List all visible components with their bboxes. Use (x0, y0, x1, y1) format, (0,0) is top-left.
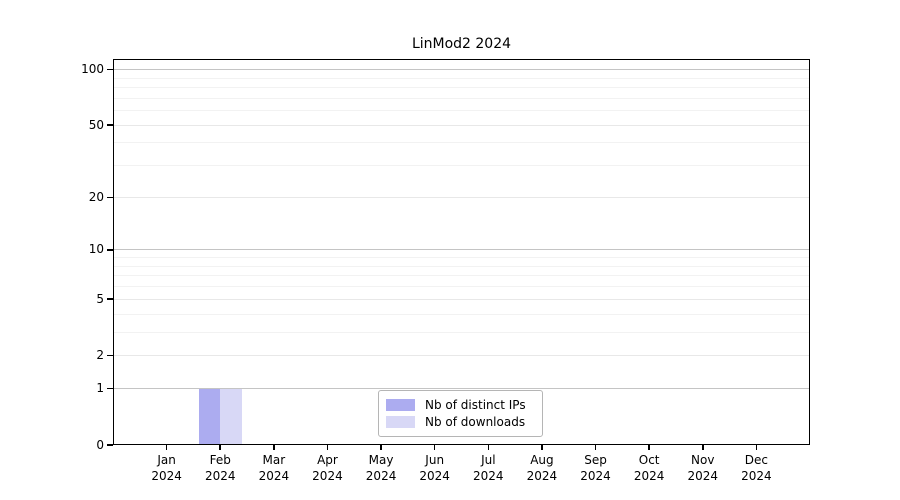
y-tick-label: 100 (81, 62, 104, 77)
y-tick-label: 2 (96, 348, 104, 363)
x-tick-year: 2024 (258, 469, 290, 483)
x-tick-label: Apr 2024 (301, 452, 355, 484)
legend-label: Nb of distinct IPs (425, 397, 526, 412)
x-tick-mark (326, 445, 329, 450)
legend: Nb of distinct IPs Nb of downloads (378, 390, 543, 437)
x-tick-month: Mar (262, 453, 286, 467)
x-tick-label: Sep 2024 (569, 452, 623, 484)
x-tick-year: 2024 (365, 469, 397, 483)
y-tick-label: 0 (96, 437, 104, 452)
y-gridline (113, 388, 810, 390)
y-tick-label: 1 (96, 381, 104, 396)
x-tick-month: Sep (584, 453, 607, 467)
x-tick-label: Jan 2024 (140, 452, 194, 484)
x-tick-year: 2024 (580, 469, 611, 483)
y-gridline-minor (113, 331, 810, 333)
x-tick-mark (433, 445, 436, 450)
y-tick-mark (107, 298, 113, 300)
y-tick-mark (107, 68, 113, 71)
y-tick-label: 20 (88, 189, 104, 204)
x-tick-month: Aug (530, 453, 554, 467)
x-tick-year: 2024 (419, 469, 450, 483)
x-tick-label: Jun 2024 (408, 452, 462, 484)
y-tick-label: 50 (88, 117, 104, 132)
y-gridline (113, 196, 810, 198)
y-gridline-minor (113, 286, 810, 288)
legend-swatch-distinct-ips (386, 398, 415, 411)
x-tick-mark (541, 445, 543, 450)
x-tick-month: Feb (209, 453, 231, 467)
x-tick-year: 2024 (526, 469, 558, 483)
y-gridline (113, 298, 810, 300)
x-tick-mark (755, 445, 758, 450)
x-tick-month: Nov (691, 453, 715, 467)
x-tick-year: 2024 (741, 469, 772, 483)
y-tick-mark (107, 249, 113, 251)
x-tick-label: Nov 2024 (676, 452, 730, 484)
x-tick-mark (273, 445, 275, 450)
legend-item: Nb of downloads (386, 414, 535, 432)
y-tick-mark (107, 444, 113, 446)
y-gridline-minor (113, 77, 810, 79)
y-tick-mark (107, 387, 113, 390)
x-tick-label: Dec 2024 (730, 452, 784, 484)
y-gridline (113, 249, 810, 251)
x-tick-year: 2024 (204, 469, 236, 483)
x-tick-mark (165, 445, 168, 450)
x-tick-label: Oct 2024 (622, 452, 676, 484)
chart-title: LinMod2 2024 (411, 36, 512, 52)
x-tick-month: May (368, 453, 394, 467)
x-tick-month: Jul (481, 453, 496, 467)
y-gridline-minor (113, 313, 810, 315)
x-tick-mark (594, 445, 597, 450)
x-tick-mark (648, 445, 650, 450)
x-tick-year: 2024 (633, 469, 665, 483)
x-tick-label: Aug 2024 (515, 452, 569, 484)
y-gridline (113, 355, 810, 357)
x-tick-year: 2024 (151, 469, 182, 483)
y-gridline-minor (113, 275, 810, 277)
x-tick-year: 2024 (473, 469, 504, 483)
plot-area (113, 59, 810, 445)
y-gridline-minor (113, 265, 810, 267)
bar-downloads (220, 388, 242, 445)
x-tick-mark (487, 445, 490, 450)
x-tick-year: 2024 (312, 469, 343, 483)
legend-swatch-downloads (386, 416, 415, 429)
y-tick-label: 5 (96, 291, 104, 306)
x-tick-year: 2024 (687, 469, 719, 483)
x-tick-label: May 2024 (354, 452, 408, 484)
y-tick-mark (107, 196, 113, 199)
x-tick-month: Oct (638, 453, 660, 467)
y-gridline (113, 124, 810, 126)
y-gridline (113, 69, 810, 71)
y-tick-label: 10 (88, 242, 104, 257)
x-tick-month: Dec (744, 453, 768, 467)
x-tick-month: Jun (425, 453, 445, 467)
x-tick-label: Mar 2024 (247, 452, 301, 484)
y-gridline-minor (113, 87, 810, 89)
y-tick-mark (107, 124, 113, 126)
x-tick-label: Feb 2024 (193, 452, 247, 484)
x-tick-mark (380, 445, 382, 450)
x-tick-label: Jul 2024 (462, 452, 516, 484)
legend-label: Nb of downloads (425, 415, 526, 430)
bar-distinct-ips (198, 388, 221, 445)
y-gridline-minor (113, 97, 810, 99)
x-tick-mark (219, 445, 221, 450)
y-gridline-minor (113, 110, 810, 112)
y-tick-mark (107, 354, 113, 357)
legend-item: Nb of distinct IPs (386, 396, 535, 414)
y-gridline-minor (113, 165, 810, 167)
y-gridline-minor (113, 257, 810, 259)
x-tick-month: Apr (317, 453, 338, 467)
x-tick-month: Jan (157, 453, 176, 467)
y-gridline-minor (113, 142, 810, 144)
x-tick-mark (702, 445, 704, 450)
